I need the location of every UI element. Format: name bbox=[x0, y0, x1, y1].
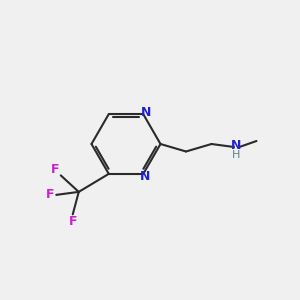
Text: F: F bbox=[51, 164, 60, 176]
Text: N: N bbox=[231, 139, 242, 152]
Text: N: N bbox=[140, 106, 151, 119]
Text: F: F bbox=[45, 188, 54, 201]
Text: N: N bbox=[140, 170, 150, 183]
Text: H: H bbox=[232, 150, 241, 161]
Text: F: F bbox=[68, 215, 77, 228]
